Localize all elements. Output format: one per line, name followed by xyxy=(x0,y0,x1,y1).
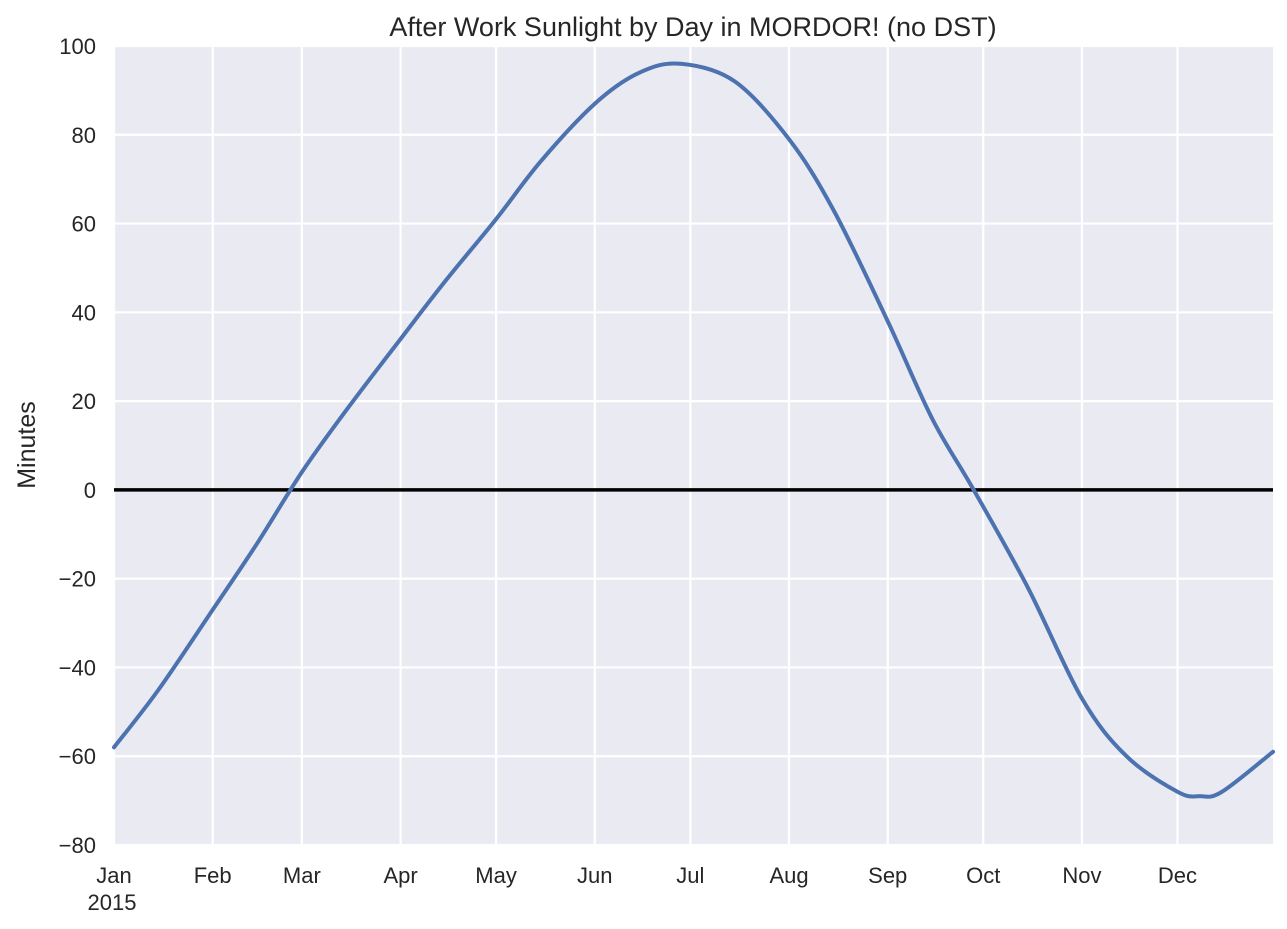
series-layer xyxy=(112,61,1275,799)
y-tick-labels: −80 −60 −40 −20 0 20 40 60 80 100 xyxy=(59,34,96,858)
y-axis-label: Minutes xyxy=(13,401,41,489)
y-tick-label: 80 xyxy=(72,123,96,148)
series-line xyxy=(112,61,1275,799)
y-tick-label: 0 xyxy=(84,478,96,503)
x-tick-label: Dec xyxy=(1158,863,1197,888)
x-tick-label: Sep xyxy=(868,863,907,888)
chart-title: After Work Sunlight by Day in MORDOR! (n… xyxy=(389,12,996,42)
x-tick-label: Aug xyxy=(769,863,808,888)
x-tick-label: Jun xyxy=(577,863,612,888)
y-tick-label: −20 xyxy=(59,567,96,592)
y-tick-label: 20 xyxy=(72,389,96,414)
y-tick-label: 60 xyxy=(72,212,96,237)
x-tick-label: Nov xyxy=(1062,863,1101,888)
x-tick-label: Mar xyxy=(283,863,321,888)
x-tick-label: Jan xyxy=(96,863,131,888)
y-tick-label: −40 xyxy=(59,655,96,680)
x-year-label: 2015 xyxy=(88,890,137,915)
x-tick-label: Feb xyxy=(194,863,232,888)
x-tick-label: May xyxy=(475,863,517,888)
x-tick-labels: Jan Feb Mar Apr May Jun Jul Aug Sep Oct Nov Dec xyxy=(96,863,1197,888)
y-tick-label: 100 xyxy=(59,34,96,59)
x-tick-label: Jul xyxy=(676,863,704,888)
x-tick-label: Apr xyxy=(383,863,417,888)
plot-area xyxy=(114,46,1273,845)
y-tick-label: −60 xyxy=(59,744,96,769)
y-tick-label: −80 xyxy=(59,833,96,858)
y-tick-label: 40 xyxy=(72,300,96,325)
x-tick-label: Oct xyxy=(966,863,1000,888)
grid-lines xyxy=(112,44,1273,847)
